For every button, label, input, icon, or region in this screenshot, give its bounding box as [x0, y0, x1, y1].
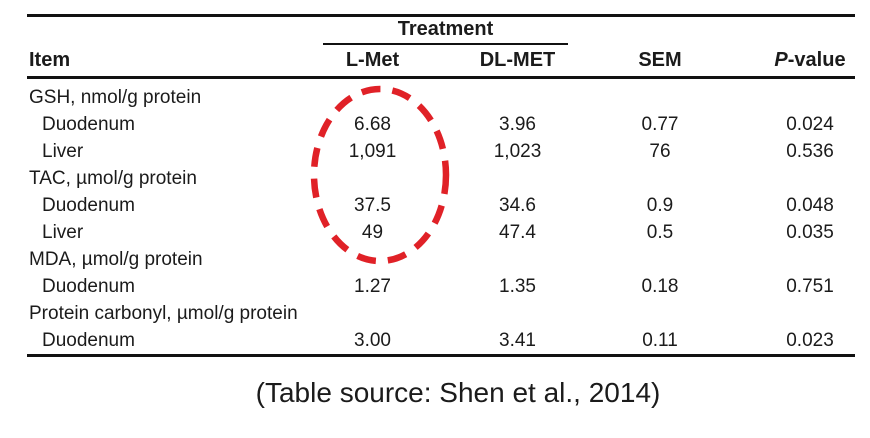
item-cell: Duodenum — [42, 329, 135, 351]
item-cell: Protein carbonyl, µmol/g protein — [29, 302, 298, 324]
lmet-value-cell: 6.68 — [354, 113, 391, 135]
table-row: Duodenum 1.27 1.35 0.18 0.751 — [27, 273, 855, 300]
dlmet-value-cell: 3.96 — [499, 113, 536, 135]
table-row: Duodenum 6.68 3.96 0.77 0.024 — [27, 111, 855, 138]
lmet-value-cell: 49 — [361, 221, 384, 243]
dlmet-value-cell: 1,023 — [493, 140, 542, 162]
sem-value-cell: 0.11 — [642, 329, 678, 351]
dlmet-value-cell — [445, 246, 590, 273]
table-body: GSH, nmol/g protein Duodenum 6.68 3.96 0… — [27, 78, 855, 356]
column-header-lmet: L-Met — [300, 45, 445, 79]
column-header-row: Item L-Met DL-MET SEM P-value — [27, 45, 855, 79]
lmet-value-cell: 1.27 — [354, 275, 391, 297]
dlmet-value-cell: 34.6 — [499, 194, 536, 216]
sem-value-cell: 0.77 — [641, 113, 679, 135]
sem-value-cell — [590, 165, 730, 192]
dlmet-value-cell — [445, 78, 590, 112]
sem-value-cell — [590, 300, 730, 327]
pvalue-value-cell: 0.751 — [786, 275, 834, 297]
column-header-pvalue: P-value — [730, 45, 855, 79]
dlmet-value-cell — [445, 300, 590, 327]
column-header-sem: SEM — [590, 45, 730, 79]
pvalue-value-cell — [730, 300, 855, 327]
pvalue-italic-p: P — [774, 49, 788, 71]
sem-value-cell: 0.18 — [641, 275, 679, 297]
pvalue-value-cell — [730, 246, 855, 273]
treatment-group-cell: Treatment — [300, 16, 590, 45]
lmet-value-cell: 37.5 — [354, 194, 391, 216]
sem-value-cell: 76 — [649, 140, 671, 162]
empty-cell — [27, 16, 300, 46]
item-cell: Liver — [42, 140, 84, 162]
pvalue-value-cell: 0.024 — [786, 113, 834, 135]
item-cell: Duodenum — [42, 194, 135, 216]
table-row: MDA, µmol/g protein — [27, 246, 855, 273]
pvalue-value-cell — [730, 78, 855, 112]
item-cell: GSH, nmol/g protein — [29, 86, 202, 108]
dlmet-value-cell: 3.41 — [499, 329, 536, 351]
item-cell: Duodenum — [42, 113, 135, 135]
item-cell: Liver — [42, 221, 84, 243]
empty-cell — [730, 16, 855, 46]
table-row: Duodenum 37.5 34.6 0.9 0.048 — [27, 192, 855, 219]
item-cell: TAC, µmol/g protein — [29, 167, 197, 189]
sem-value-cell: 0.5 — [646, 221, 674, 243]
pvalue-value-cell: 0.536 — [786, 140, 834, 162]
dlmet-value-cell: 1.35 — [499, 275, 536, 297]
sem-value-cell — [590, 246, 730, 273]
table-row: Protein carbonyl, µmol/g protein — [27, 300, 855, 327]
lmet-value-cell — [300, 300, 445, 327]
pvalue-value-cell: 0.048 — [786, 194, 834, 216]
table-row: TAC, µmol/g protein — [27, 165, 855, 192]
results-table-wrap: Treatment Item L-Met DL-MET SEM P-value … — [27, 14, 855, 357]
table-row: GSH, nmol/g protein — [27, 78, 855, 112]
pvalue-value-cell — [730, 165, 855, 192]
item-cell: Duodenum — [42, 275, 135, 297]
lmet-value-cell: 3.00 — [354, 329, 391, 351]
lmet-value-cell — [300, 246, 445, 273]
lmet-value-cell — [300, 78, 445, 112]
column-header-dlmet: DL-MET — [445, 45, 590, 79]
empty-cell — [590, 16, 730, 46]
table-row: Liver 49 47.4 0.5 0.035 — [27, 219, 855, 246]
pvalue-value-cell: 0.035 — [786, 221, 834, 243]
pvalue-rest: -value — [787, 49, 846, 71]
sem-value-cell — [590, 78, 730, 112]
results-table: Treatment Item L-Met DL-MET SEM P-value … — [27, 14, 855, 357]
table-source-caption: (Table source: Shen et al., 2014) — [255, 377, 661, 408]
dlmet-value-cell — [445, 165, 590, 192]
lmet-value-cell — [300, 165, 445, 192]
pvalue-value-cell: 0.023 — [786, 329, 834, 351]
table-row: Duodenum 3.00 3.41 0.11 0.023 — [27, 327, 855, 356]
sem-value-cell: 0.9 — [646, 194, 674, 216]
dlmet-value-cell: 47.4 — [499, 221, 536, 243]
column-header-item: Item — [27, 45, 300, 79]
treatment-group-label: Treatment — [323, 17, 568, 45]
lmet-value-cell: 1,091 — [348, 140, 397, 162]
treatment-group-row: Treatment — [27, 16, 855, 46]
table-row: Liver 1,091 1,023 76 0.536 — [27, 138, 855, 165]
item-cell: MDA, µmol/g protein — [29, 248, 203, 270]
